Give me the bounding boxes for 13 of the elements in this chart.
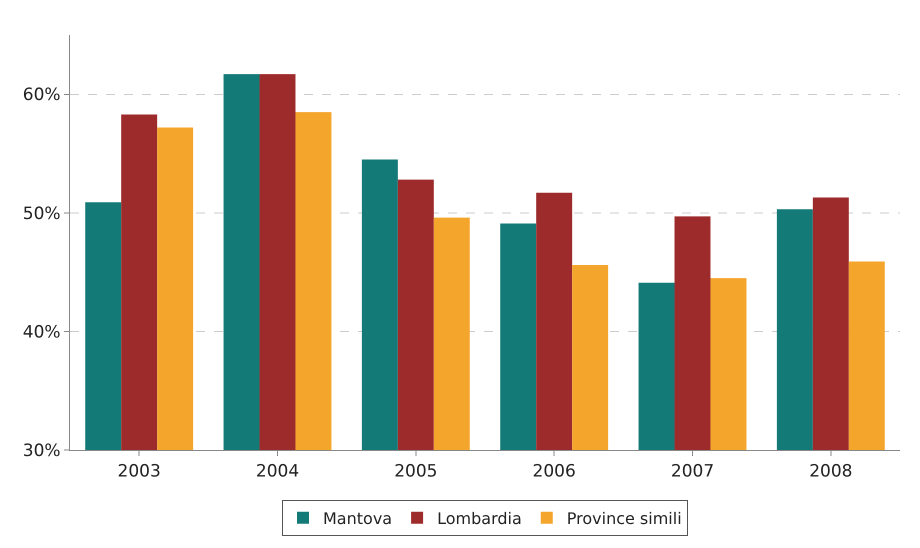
y-tick-label: 60% bbox=[22, 85, 61, 106]
x-tick-label: 2008 bbox=[809, 461, 852, 482]
x-tick-label: 2007 bbox=[670, 461, 714, 482]
x-tick-label: 2005 bbox=[394, 461, 438, 482]
legend-label: Lombardia bbox=[437, 508, 522, 528]
x-tick-label: 2004 bbox=[256, 461, 300, 482]
y-tick-label: 50% bbox=[22, 204, 61, 224]
legend-label: Province simili bbox=[566, 508, 682, 528]
x-tick-label: 2006 bbox=[532, 461, 576, 482]
y-tick-label: 30% bbox=[22, 440, 61, 461]
y-tick-label: 40% bbox=[22, 322, 61, 342]
x-tick-label: 2003 bbox=[118, 461, 161, 482]
legend-label: Mantova bbox=[323, 508, 392, 528]
